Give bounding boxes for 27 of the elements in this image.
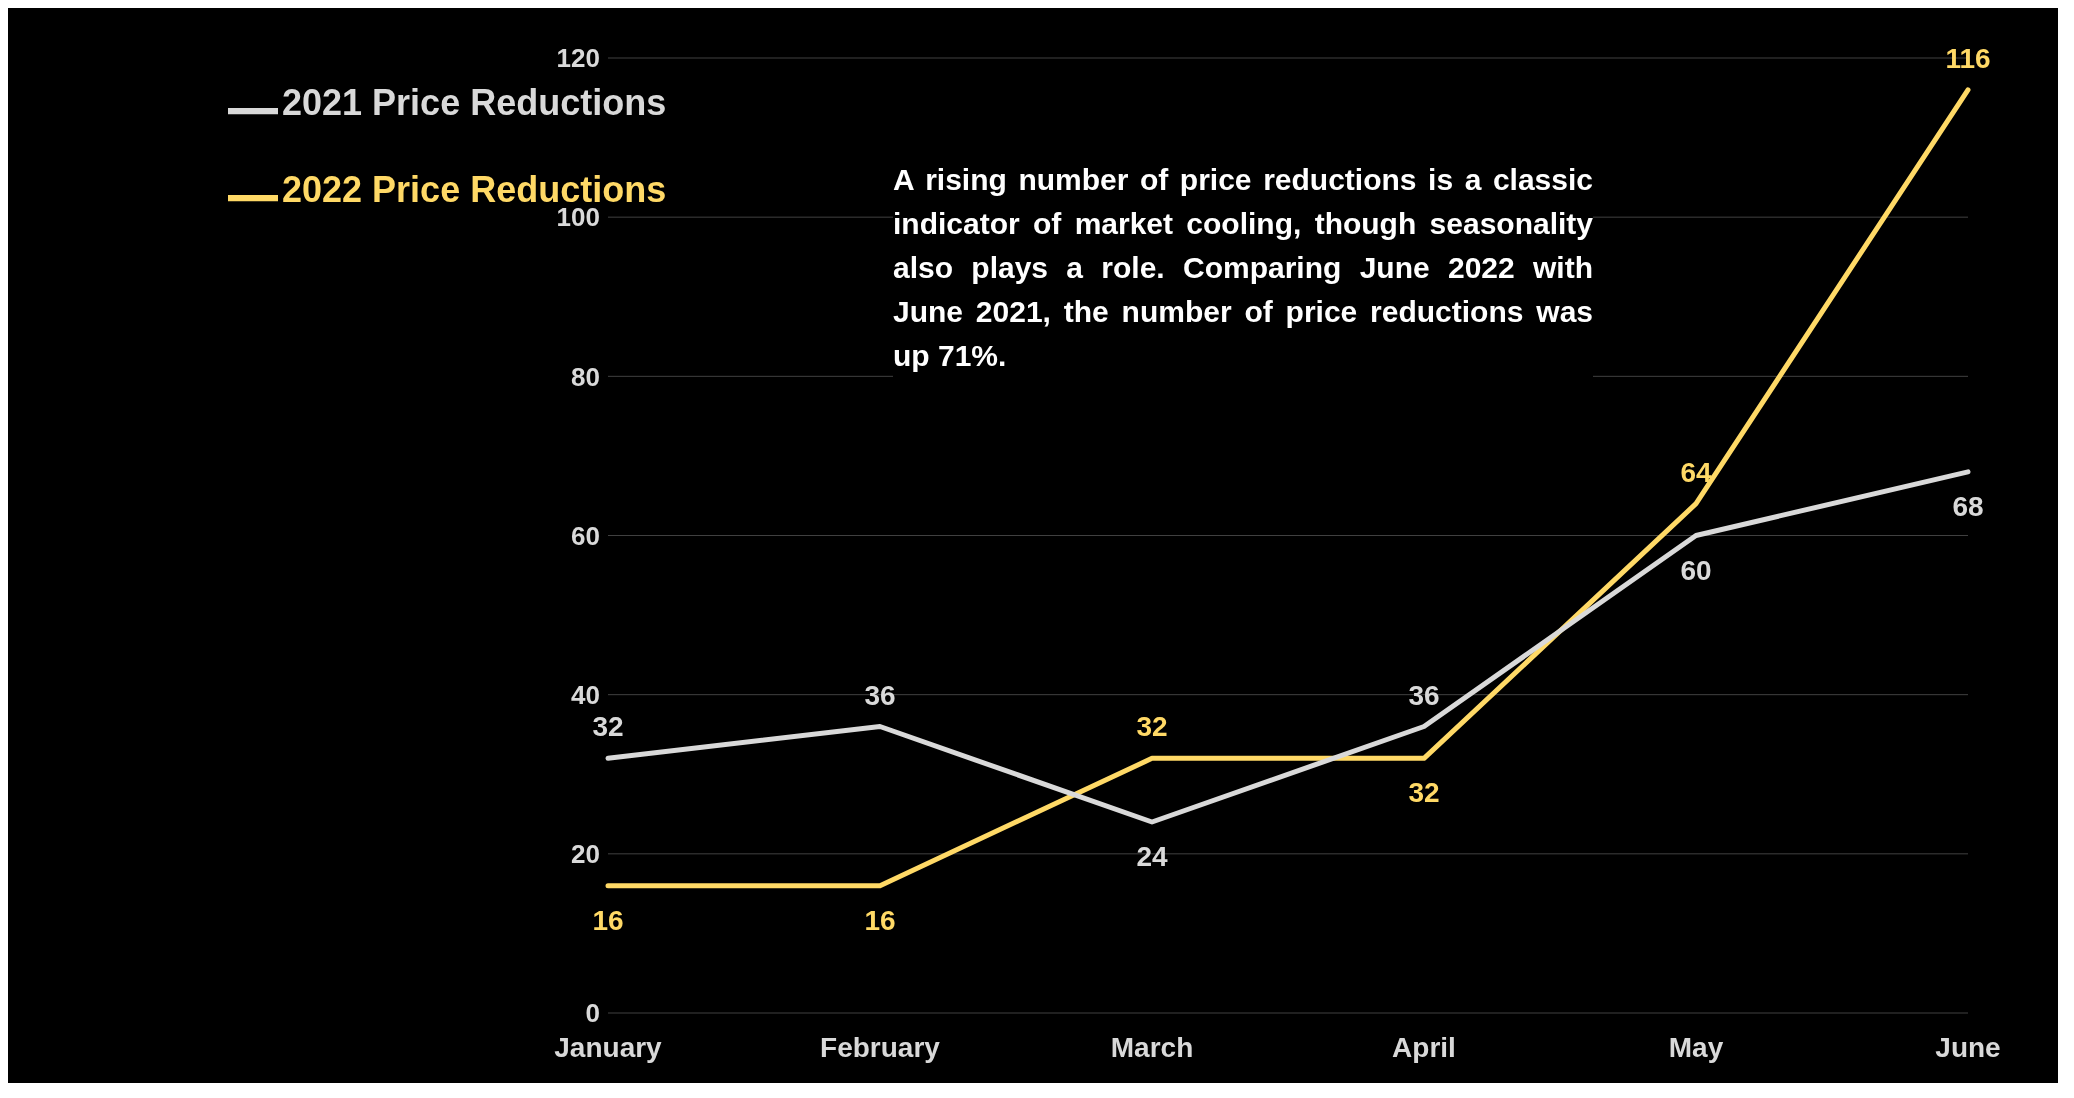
y-tick-label: 40 <box>571 679 600 710</box>
data-label: 16 <box>592 904 624 936</box>
y-tick-label: 0 <box>585 998 600 1029</box>
data-label: 64 <box>1680 456 1712 488</box>
y-tick-label: 80 <box>571 361 600 392</box>
data-label: 32 <box>592 711 624 743</box>
data-label: 16 <box>864 904 896 936</box>
data-label: 24 <box>1136 841 1168 872</box>
y-tick-label: 100 <box>556 202 600 233</box>
data-label: 32 <box>1408 777 1440 809</box>
data-label: 116 <box>1945 42 1991 74</box>
annotation: A rising number of price reductions is a classic indicator of market cooling, though seasonality also plays a role. Comparing June 2022 with June 2021, the number of price reductions was up 71%. <box>893 158 1593 378</box>
y-tick-label: 60 <box>571 520 600 551</box>
data-label: 68 <box>1952 490 1984 522</box>
x-tick-label: January <box>554 1031 663 1063</box>
data-label: 32 <box>1136 711 1168 743</box>
data-label: 36 <box>864 679 896 711</box>
data-label: 60 <box>1680 554 1712 586</box>
data-label: 36 <box>1408 679 1440 711</box>
x-tick-label: April <box>1392 1031 1456 1063</box>
x-tick-label: June <box>1935 1031 2001 1063</box>
y-tick-label: 20 <box>571 839 600 870</box>
x-tick-label: March <box>1110 1031 1194 1063</box>
y-tick-label: 120 <box>556 43 600 74</box>
x-tick-label: February <box>820 1031 941 1063</box>
x-tick-label: May <box>1668 1031 1724 1063</box>
legend-label: 2021 Price Reductions <box>282 82 667 123</box>
